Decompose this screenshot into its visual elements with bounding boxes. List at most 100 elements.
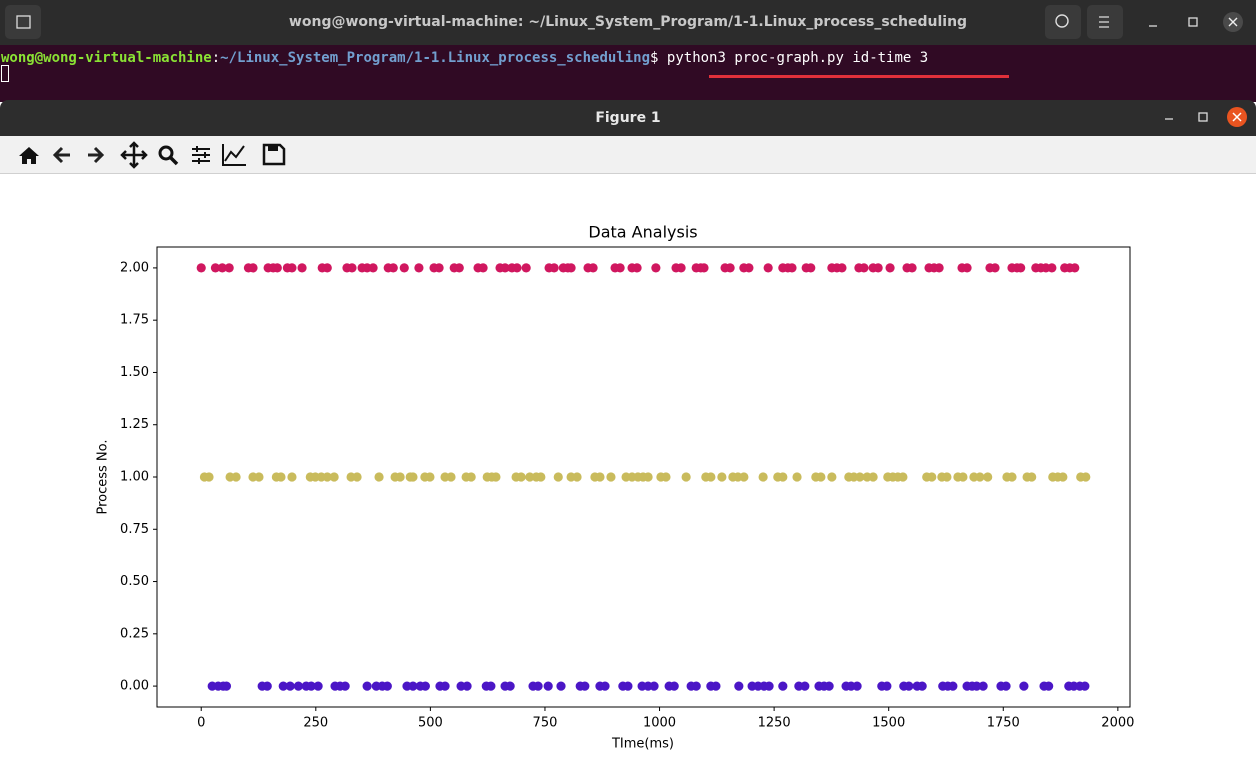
point [1081, 472, 1091, 482]
zoom-handle [168, 155, 179, 166]
point [852, 681, 862, 691]
prompt-path: ~/Linux_System_Program/1-1.Linux_process… [220, 50, 651, 66]
point [1007, 472, 1017, 482]
point [388, 263, 398, 273]
pan-button[interactable] [120, 141, 148, 169]
point [414, 263, 424, 273]
point [204, 472, 214, 482]
point [699, 263, 709, 273]
point [651, 263, 661, 273]
cursor [1, 65, 9, 82]
point [525, 472, 535, 482]
close-icon [1232, 112, 1242, 122]
point [285, 681, 295, 691]
point [948, 681, 958, 691]
point [297, 263, 307, 273]
point [1027, 472, 1037, 482]
x-tick-label: 2000 [1101, 716, 1134, 731]
point [623, 681, 633, 691]
point [649, 681, 659, 691]
x-tick-label: 1750 [987, 716, 1020, 731]
point [395, 472, 405, 482]
point [676, 263, 686, 273]
command: python3 proc-graph.py id-time 3 [666, 50, 929, 66]
point [368, 263, 378, 273]
point [287, 263, 297, 273]
point [276, 472, 286, 482]
highlight-underline [709, 75, 1009, 78]
maximize-button[interactable] [1198, 112, 1208, 122]
point [824, 681, 834, 691]
point [478, 263, 488, 273]
point [1058, 472, 1068, 482]
new-tab-icon [16, 15, 31, 29]
y-tick-label: 1.50 [120, 365, 149, 380]
point [446, 472, 456, 482]
titlebar-icons [5, 5, 1243, 39]
prompt-line: wong@wong-virtual-machine:~/Linux_System… [1, 50, 928, 66]
point [486, 681, 496, 691]
point [643, 472, 653, 482]
point [978, 681, 988, 691]
point [873, 263, 883, 273]
point [553, 472, 563, 482]
point [800, 681, 810, 691]
point [983, 472, 993, 482]
x-tick-label: 500 [418, 716, 443, 731]
point [352, 472, 362, 482]
point [588, 263, 598, 273]
point [466, 472, 476, 482]
forward-button[interactable] [88, 146, 105, 164]
point [322, 263, 332, 273]
point [549, 263, 559, 273]
point [725, 263, 735, 273]
point [632, 263, 642, 273]
terminal-titlebar: wong@wong-virtual-machine: ~/Linux_Syste… [0, 0, 1256, 45]
axes-button[interactable] [222, 144, 246, 166]
point [1016, 263, 1026, 273]
point [347, 263, 357, 273]
point [248, 263, 258, 273]
terminal-body: wong@wong-virtual-machine:~/Linux_System… [0, 45, 1256, 102]
back-button[interactable] [52, 146, 70, 164]
point [408, 681, 418, 691]
y-tick-label: 1.25 [120, 417, 149, 432]
point [827, 472, 837, 482]
point [462, 681, 472, 691]
save-icon [268, 145, 278, 151]
home-button[interactable] [19, 147, 39, 164]
point [440, 681, 450, 691]
point [196, 263, 206, 273]
toolbar [0, 136, 1256, 174]
toolbar-icons [19, 141, 286, 169]
search-button[interactable] [1045, 5, 1081, 39]
point [962, 263, 972, 273]
chart: Data Analysis TIme(ms) Process No. 0 250 5… [96, 223, 1135, 752]
point [329, 472, 339, 482]
point [669, 681, 679, 691]
figure-title: Figure 1 [595, 110, 661, 126]
point [972, 681, 982, 691]
point [778, 472, 788, 482]
terminal-title: wong@wong-virtual-machine: ~/Linux_Syste… [288, 14, 968, 30]
prompt-sep: : [211, 50, 221, 66]
point [556, 681, 566, 691]
configure-button[interactable] [192, 146, 210, 164]
point [340, 681, 350, 691]
point [717, 472, 727, 482]
y-tick-label: 0.50 [120, 574, 149, 589]
point [262, 681, 272, 691]
point [505, 681, 515, 691]
point [221, 681, 232, 691]
point [595, 472, 605, 482]
point [210, 263, 221, 273]
zoom-button[interactable] [158, 145, 174, 161]
point [278, 681, 288, 691]
point [293, 681, 303, 691]
new-tab-button[interactable] [5, 5, 41, 39]
point [1044, 681, 1054, 691]
point [374, 472, 384, 482]
point [787, 263, 797, 273]
maximize-button[interactable] [1188, 17, 1198, 27]
point [792, 472, 802, 482]
